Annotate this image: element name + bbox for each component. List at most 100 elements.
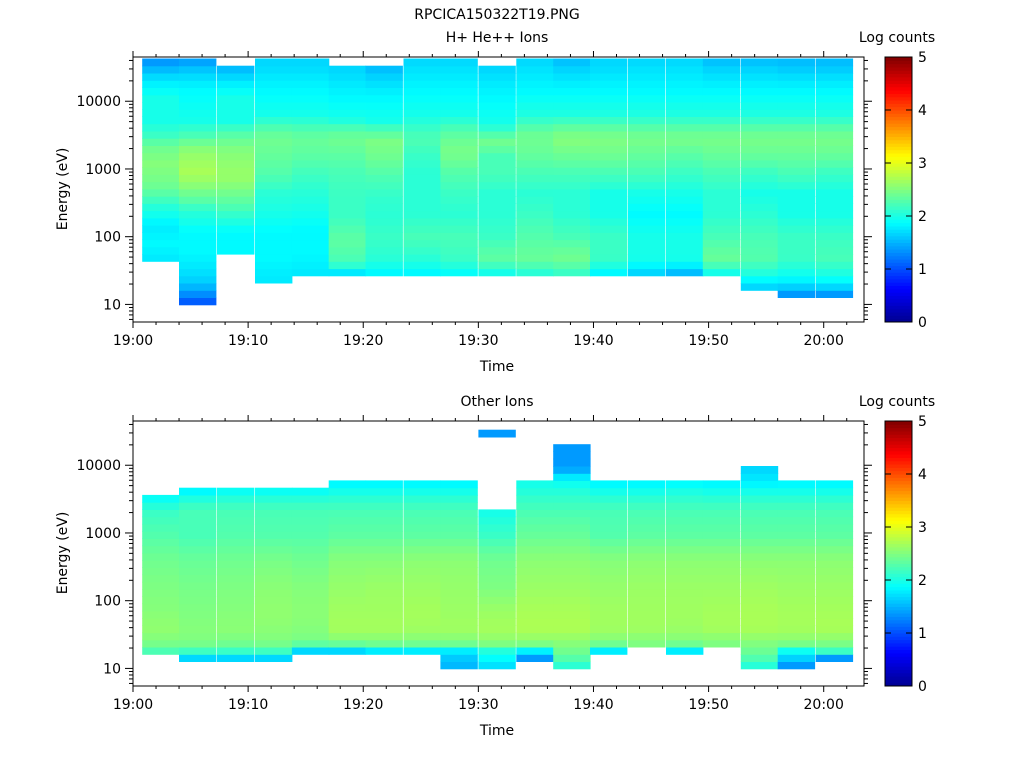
heatmap-cell xyxy=(590,502,628,510)
heatmap-cell xyxy=(365,268,403,277)
heatmap-cell xyxy=(142,625,180,634)
heatmap-cell xyxy=(365,94,403,103)
heatmap-cell xyxy=(440,625,478,634)
colorbar-cell xyxy=(885,493,912,498)
heatmap-cell xyxy=(702,581,741,590)
heatmap-cell xyxy=(666,210,704,219)
heatmap-cell xyxy=(590,87,628,96)
heatmap-cell xyxy=(328,545,367,554)
heatmap-cell xyxy=(217,603,255,612)
heatmap-cell xyxy=(142,167,180,175)
heatmap-cell xyxy=(516,632,554,641)
heatmap-cell xyxy=(403,567,441,576)
heatmap-cell xyxy=(590,552,628,561)
heatmap-cell xyxy=(740,552,779,561)
heatmap-cell xyxy=(291,531,330,539)
heatmap-cell xyxy=(815,254,854,262)
heatmap-cell xyxy=(666,65,704,74)
heatmap-cell xyxy=(553,509,591,518)
heatmap-cell xyxy=(590,196,628,204)
colorbar-cell xyxy=(885,239,912,243)
colorbar-cell xyxy=(885,609,912,614)
heatmap-cell xyxy=(740,654,779,662)
heatmap-cell xyxy=(815,181,854,190)
heatmap-cell xyxy=(628,80,666,88)
heatmap-cell xyxy=(777,487,816,496)
x-tick-label: 19:30 xyxy=(458,333,498,349)
colorbar-cell xyxy=(885,669,912,674)
heatmap-cell xyxy=(553,661,591,670)
colorbar-cell xyxy=(885,483,912,488)
colorbar-frame xyxy=(884,420,913,687)
heatmap-cell xyxy=(179,246,217,255)
heatmap-cell xyxy=(553,560,591,568)
colorbar-cell xyxy=(885,103,912,108)
heatmap-cell xyxy=(516,494,554,503)
heatmap-cell xyxy=(815,283,854,291)
heatmap-cell xyxy=(740,109,779,117)
heatmap-cell xyxy=(666,581,704,590)
heatmap-cell xyxy=(628,116,666,125)
heatmap-cell xyxy=(666,145,704,154)
heatmap-cell xyxy=(291,109,330,117)
heatmap-cell xyxy=(516,58,554,67)
heatmap-cell xyxy=(815,618,854,626)
heatmap-cell xyxy=(217,188,255,197)
heatmap-cell xyxy=(777,560,816,568)
colorbar-cell xyxy=(885,450,912,455)
heatmap-cell xyxy=(740,574,779,583)
heatmap-cell xyxy=(777,203,816,212)
heatmap-cell xyxy=(328,254,367,262)
heatmap-cell xyxy=(403,188,441,197)
heatmap-cell xyxy=(815,58,854,67)
heatmap-cell xyxy=(291,523,330,532)
heatmap-cell xyxy=(255,545,293,554)
heatmap-cell xyxy=(255,196,293,204)
heatmap-cell xyxy=(440,138,478,146)
heatmap-cell xyxy=(142,109,180,117)
heatmap-cell xyxy=(702,116,741,125)
heatmap-cell xyxy=(740,560,779,568)
heatmap-cell xyxy=(291,487,330,496)
heatmap-cell xyxy=(777,232,816,241)
heatmap-cell xyxy=(702,574,741,583)
heatmap-cell xyxy=(777,116,816,125)
heatmap-cell xyxy=(478,581,516,590)
colorbar-cell xyxy=(885,540,912,545)
heatmap-cell xyxy=(142,65,180,74)
heatmap-cell xyxy=(179,516,217,525)
colorbar-cell xyxy=(885,487,912,492)
heatmap-cell xyxy=(179,123,217,132)
heatmap-cell xyxy=(142,138,180,146)
heatmap-cell xyxy=(740,502,779,510)
heatmap-cell xyxy=(403,217,441,226)
heatmap-cell xyxy=(478,531,516,539)
colorbar-cell xyxy=(885,245,912,250)
heatmap-cell xyxy=(777,138,816,146)
heatmap-cell xyxy=(255,232,293,241)
heatmap-cell xyxy=(142,596,180,605)
heatmap-cell xyxy=(777,283,816,291)
heatmap-cell xyxy=(590,116,628,125)
heatmap-cell xyxy=(217,102,255,110)
heatmap-cell xyxy=(740,647,779,655)
heatmap-cell xyxy=(142,181,180,190)
colorbar-cell xyxy=(885,169,912,174)
x-tick-label: 20:00 xyxy=(804,697,844,713)
heatmap-cell xyxy=(291,65,330,74)
heatmap-cell xyxy=(666,632,704,641)
heatmap-cell xyxy=(440,246,478,255)
heatmap-cell xyxy=(328,589,367,597)
heatmap-cell xyxy=(440,217,478,226)
colorbar-cell xyxy=(885,480,912,485)
heatmap-cell xyxy=(740,661,779,670)
heatmap-cell xyxy=(328,567,367,576)
heatmap-cell xyxy=(628,502,666,510)
heatmap-cell xyxy=(328,152,367,161)
heatmap-cell xyxy=(628,109,666,117)
heatmap-cell xyxy=(628,545,666,554)
heatmap-cell xyxy=(255,487,293,496)
heatmap-cell xyxy=(179,94,217,103)
colorbar-cell xyxy=(885,421,912,425)
heatmap-cell xyxy=(142,123,180,132)
